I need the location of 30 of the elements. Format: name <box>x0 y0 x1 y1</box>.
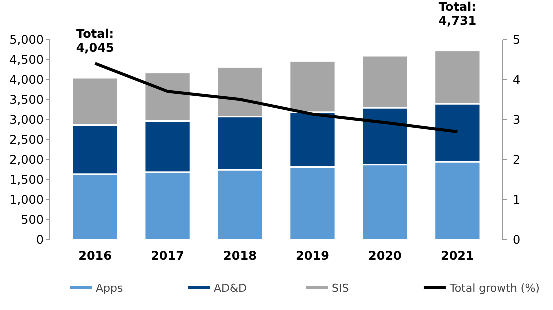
y-tick-label: 3,500 <box>10 93 44 108</box>
legend-label: SIS <box>332 282 350 295</box>
legend-label: Total growth (%) <box>448 282 540 295</box>
y2-tick-label: 1 <box>513 193 521 208</box>
y-tick-label: 500 <box>21 213 44 228</box>
y-tick-label: 1,500 <box>10 173 44 188</box>
y2-tick-label: 2 <box>513 153 521 168</box>
legend-label: Apps <box>96 282 124 295</box>
line-series <box>94 62 460 134</box>
x-tick-label: 2020 <box>368 249 402 263</box>
y-tick-label: 2,500 <box>10 133 44 148</box>
y2-tick-label: 0 <box>513 233 521 248</box>
x-tick-label: 2021 <box>440 249 474 263</box>
annotation: Total: 4,045 <box>76 27 114 56</box>
y-tick-label: 1,000 <box>10 193 44 208</box>
y2-tick-label: 3 <box>513 113 521 128</box>
y-tick-label: 5,000 <box>10 33 44 48</box>
y-tick-label: 4,000 <box>10 73 44 88</box>
y2-tick-label: 4 <box>513 73 521 88</box>
x-tick-label: 2016 <box>78 249 112 263</box>
y-tick-label: 4,500 <box>10 53 44 68</box>
legend-label: AD&D <box>214 282 248 295</box>
annotation: Total: 4,731 <box>438 0 477 28</box>
y2-tick-label: 5 <box>513 33 521 48</box>
y-tick-label: 0 <box>36 233 44 248</box>
x-tick-label: 2018 <box>224 249 257 263</box>
y-tick-label: 2,000 <box>10 153 44 168</box>
x-tick-label: 2019 <box>296 249 330 263</box>
x-tick-label: 2017 <box>151 249 184 263</box>
y-tick-label: 3,000 <box>10 113 44 128</box>
